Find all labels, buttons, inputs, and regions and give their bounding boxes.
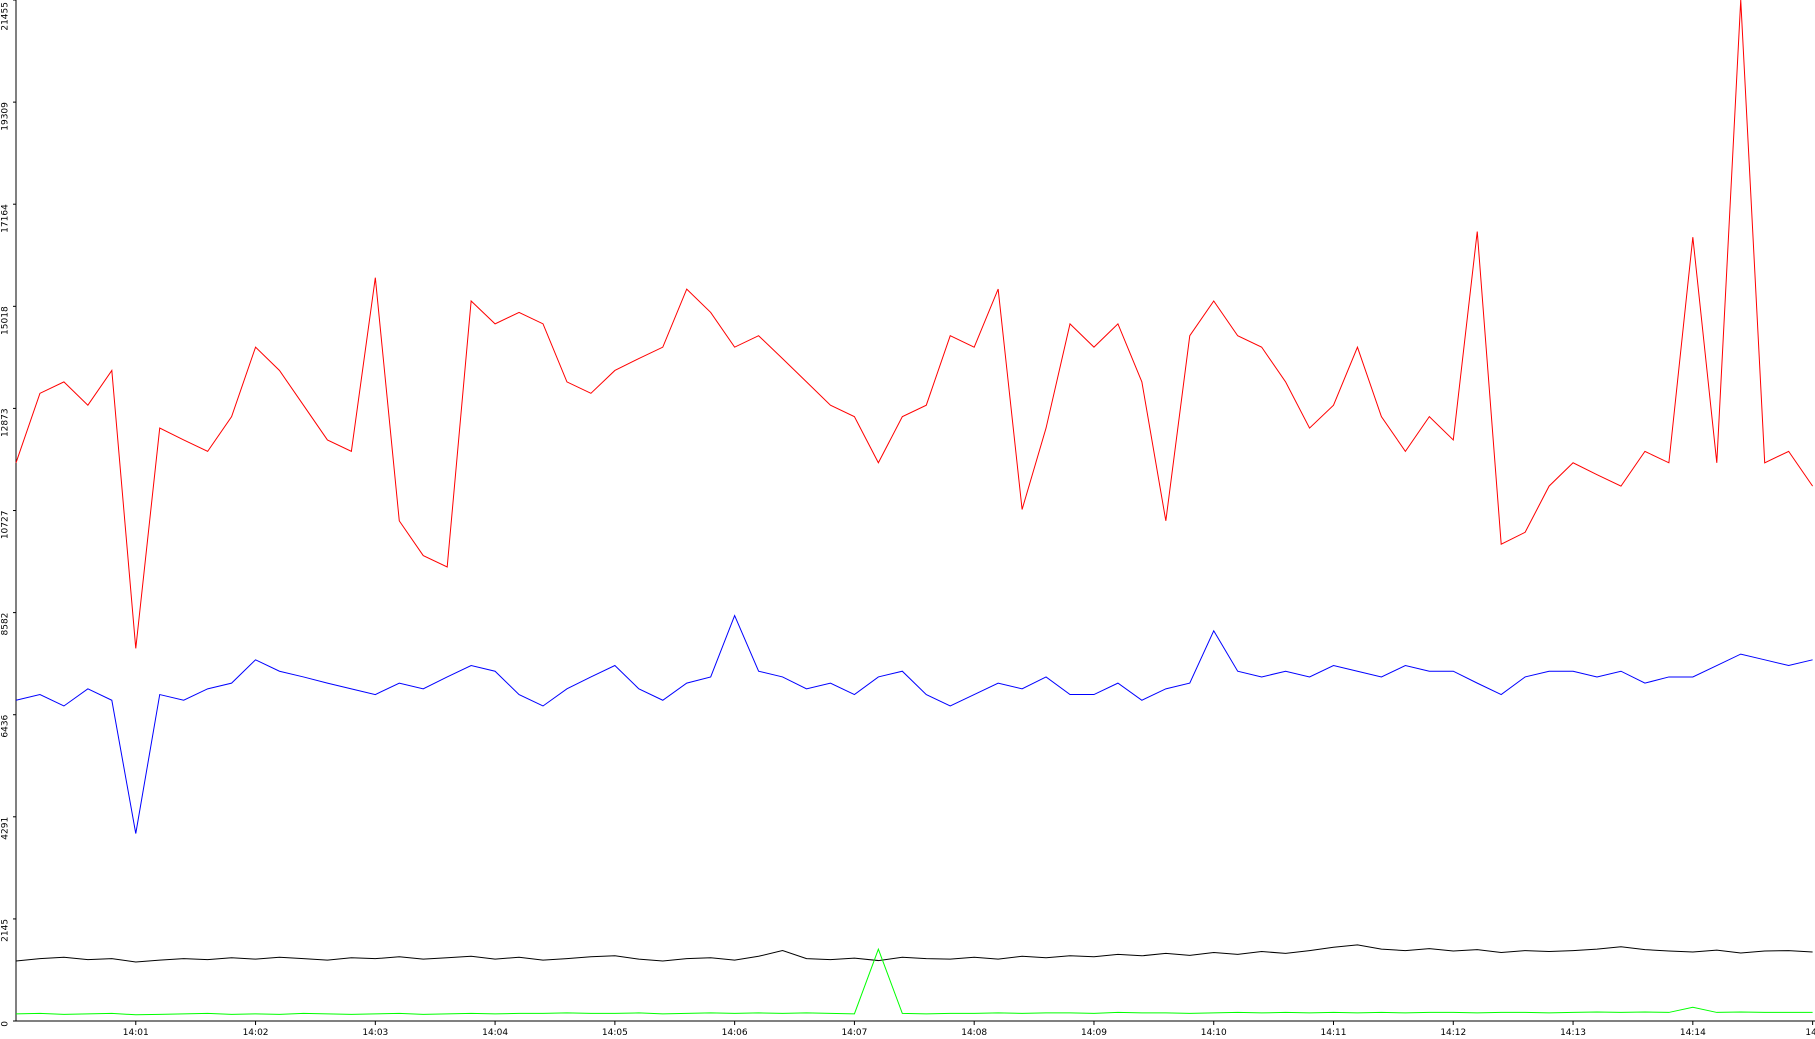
- x-tick-label: 14:08: [961, 1028, 987, 1038]
- y-tick-label: 17164: [1, 204, 11, 233]
- x-tick-label: 14:04: [482, 1028, 508, 1038]
- y-tick-label: 15018: [1, 306, 11, 335]
- y-tick-label: 21455: [1, 2, 11, 31]
- x-tick-label: 14:: [1805, 1028, 1815, 1038]
- series-line: [15, 0, 1814, 649]
- y-tick-label: 12873: [1, 408, 11, 437]
- x-tick-label: 14:01: [123, 1028, 149, 1038]
- x-tick-label: 14:09: [1081, 1028, 1107, 1038]
- y-tick-label: 0: [1, 1021, 11, 1027]
- x-tick-label: 14:07: [841, 1028, 867, 1038]
- y-tick-label: 19309: [1, 102, 11, 131]
- x-tick-label: 14:05: [602, 1028, 628, 1038]
- y-tick-label: 6436: [1, 714, 11, 737]
- series-line: [15, 614, 1813, 834]
- x-tick-label: 14:03: [362, 1028, 388, 1038]
- x-tick-label: 14:10: [1201, 1028, 1227, 1038]
- x-tick-label: 14:11: [1321, 1028, 1347, 1038]
- x-tick-label: 14:06: [722, 1028, 748, 1038]
- x-tick-label: 14:12: [1440, 1028, 1466, 1038]
- y-tick-label: 10727: [1, 511, 11, 540]
- x-tick-label: 14:02: [243, 1028, 269, 1038]
- y-tick-label: 8582: [1, 613, 11, 636]
- x-tick-label: 14:13: [1560, 1028, 1586, 1038]
- series-line: [15, 947, 1813, 1016]
- x-tick-label: 14:14: [1680, 1028, 1706, 1038]
- series-line: [15, 944, 1813, 963]
- y-tick-label: 4291: [1, 817, 11, 840]
- y-tick-label: 2145: [1, 919, 11, 942]
